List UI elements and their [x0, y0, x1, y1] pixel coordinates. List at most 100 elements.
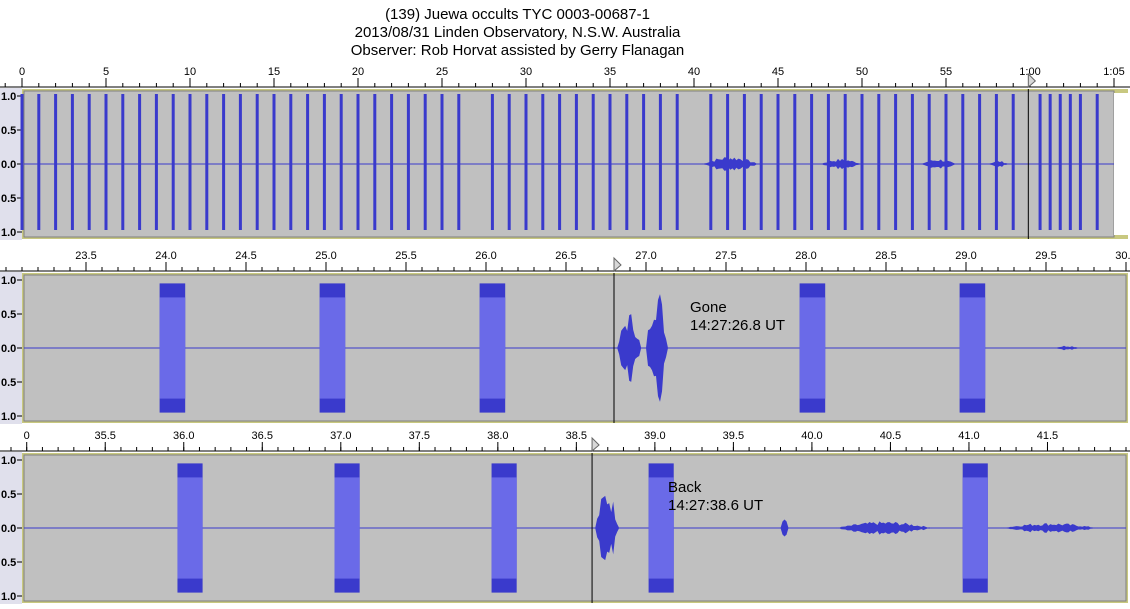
- ruler-tick-label: 20: [352, 66, 364, 78]
- ruler-tick-label: 39.0: [644, 430, 665, 442]
- waveform-beep: [625, 94, 629, 230]
- waveform-beep: [574, 94, 578, 230]
- waveform-beep: [910, 94, 914, 230]
- waveform-beep: [457, 94, 461, 230]
- ruler-tick-label: 40.5: [880, 430, 901, 442]
- waveform-beep: [1078, 94, 1082, 230]
- waveform-beep: [541, 94, 545, 230]
- track-end-gap: [1114, 93, 1128, 235]
- ruler-tick-label: 55: [940, 66, 952, 78]
- ruler-tick-label: 1:05: [1103, 66, 1124, 78]
- amplitude-tick-label: 0.5: [1, 125, 16, 137]
- ruler-tick-label: 26.5: [555, 250, 576, 262]
- ruler-background: [0, 246, 1130, 272]
- waveform-beep-core: [177, 477, 203, 579]
- waveform-beep: [171, 94, 175, 230]
- waveform-beep: [104, 94, 108, 230]
- waveform-noise: [988, 161, 1012, 167]
- ruler-tick-label: 23.5: [75, 250, 96, 262]
- waveform-beep-core: [491, 477, 517, 579]
- waveform-beep: [608, 94, 612, 230]
- ruler-tick-label: 15: [268, 66, 280, 78]
- waveform-beep: [339, 94, 343, 230]
- ruler-tick-label: 40: [688, 66, 700, 78]
- waveform-beep-core: [799, 297, 826, 399]
- ruler-tick-label: 0: [19, 66, 25, 78]
- ruler-tick-label: 30.0: [1115, 250, 1130, 262]
- waveform-beep: [524, 94, 528, 230]
- waveform-beep: [255, 94, 259, 230]
- ruler-tick-label: 25.0: [315, 250, 336, 262]
- waveform-beep: [1011, 94, 1015, 230]
- waveform-beep: [776, 94, 780, 230]
- waveform-beep: [658, 94, 662, 230]
- waveform-beep: [423, 94, 427, 230]
- waveform-beep-core: [648, 477, 674, 579]
- ruler-tick-label: 37.0: [330, 430, 351, 442]
- waveform-beep: [1038, 94, 1042, 230]
- ruler-tick-label: 30: [520, 66, 532, 78]
- ruler-tick-label: 10: [184, 66, 196, 78]
- ruler-tick-label: 29.0: [955, 250, 976, 262]
- waveform-noise: [820, 158, 870, 170]
- ruler-background: [0, 426, 1130, 452]
- waveform-beep: [356, 94, 360, 230]
- waveform-noise: [780, 519, 789, 537]
- ruler-tick-label: 36.5: [252, 430, 273, 442]
- amplitude-tick-label: 0.5: [1, 557, 16, 569]
- waveform-beep: [591, 94, 595, 230]
- waveform-beep: [238, 94, 242, 230]
- waveform-beep-core: [319, 297, 346, 399]
- cursor-marker: [591, 436, 600, 453]
- waveform-noise: [617, 314, 646, 382]
- ruler-tick-label: 38.5: [566, 430, 587, 442]
- waveform-beep-core: [959, 297, 986, 399]
- amplitude-tick-label: 0.0: [1, 159, 16, 171]
- waveform-beep: [826, 94, 830, 230]
- waveform-noise: [702, 157, 769, 171]
- annotation-time: 14:27:26.8 UT: [690, 317, 785, 334]
- waveform-beep: [406, 94, 410, 230]
- amplitude-tick-label: 0.5: [1, 489, 16, 501]
- amplitude-tick-label: 0.0: [1, 523, 16, 535]
- waveform-beep: [1068, 94, 1072, 230]
- ruler-tick-label: 36.0: [173, 430, 194, 442]
- waveform-noise: [646, 294, 670, 402]
- waveform-beep-core: [159, 297, 186, 399]
- waveform-beep: [978, 94, 982, 230]
- waveform-beep: [138, 94, 142, 230]
- ruler-tick-label: 28.5: [875, 250, 896, 262]
- waveform-beep: [70, 94, 74, 230]
- waveform-beep: [507, 94, 511, 230]
- ruler-tick-label: 38.0: [487, 430, 508, 442]
- waveform-beep: [1095, 94, 1099, 230]
- waveform-noise: [1000, 523, 1117, 533]
- waveform-beep: [440, 94, 444, 230]
- waveform-beep: [54, 94, 58, 230]
- waveform-beep: [322, 94, 326, 230]
- amplitude-tick-label: 1.0: [1, 91, 16, 103]
- ruler-tick-label: 39.5: [723, 430, 744, 442]
- waveform-beep-core: [334, 477, 360, 579]
- amplitude-scale: [0, 88, 22, 240]
- waveform-beep: [642, 94, 646, 230]
- waveform-beep: [675, 94, 679, 230]
- ruler-tick-label: 40.0: [801, 430, 822, 442]
- amplitude-tick-label: 1.0: [1, 455, 16, 467]
- waveform-noise: [1054, 345, 1086, 351]
- waveform-beep: [1058, 94, 1062, 230]
- waveform-beep: [793, 94, 797, 230]
- ruler-background: [0, 62, 1130, 88]
- waveform-beep: [121, 94, 125, 230]
- waveform-beep: [759, 94, 763, 230]
- amplitude-tick-label: 1.0: [1, 591, 16, 603]
- ruler-tick-label: 29.5: [1035, 250, 1056, 262]
- amplitude-tick-label: 0.5: [1, 193, 16, 205]
- waveform-beep-core: [479, 297, 506, 399]
- chart-title-line-1: (139) Juewa occults TYC 0003-00687-1: [385, 6, 650, 23]
- waveform-noise: [595, 495, 624, 561]
- waveform-beep: [373, 94, 377, 230]
- waveform-beep: [877, 94, 881, 230]
- cursor-marker: [1027, 72, 1037, 89]
